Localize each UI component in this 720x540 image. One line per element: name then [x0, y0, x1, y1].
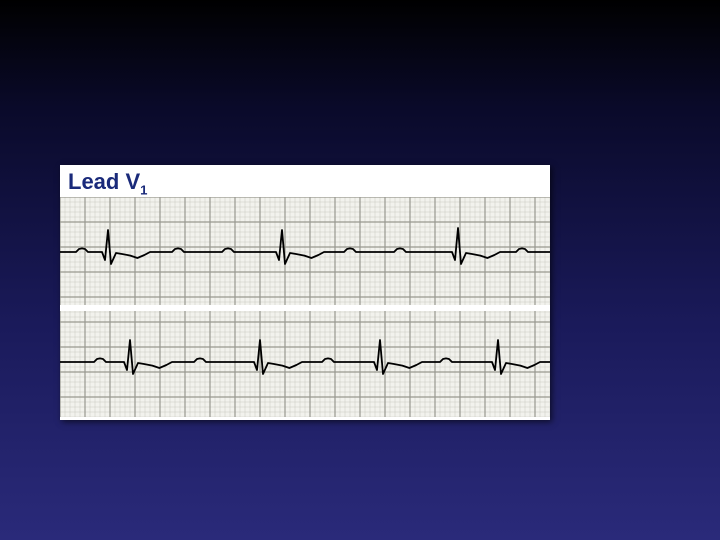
ecg-lead-label: Lead V	[68, 169, 140, 194]
ecg-trace	[60, 197, 550, 417]
ecg-lead-subscript: 1	[140, 182, 147, 197]
ecg-card: Lead V1	[60, 165, 550, 420]
ecg-lead-title: Lead V1	[68, 169, 147, 197]
